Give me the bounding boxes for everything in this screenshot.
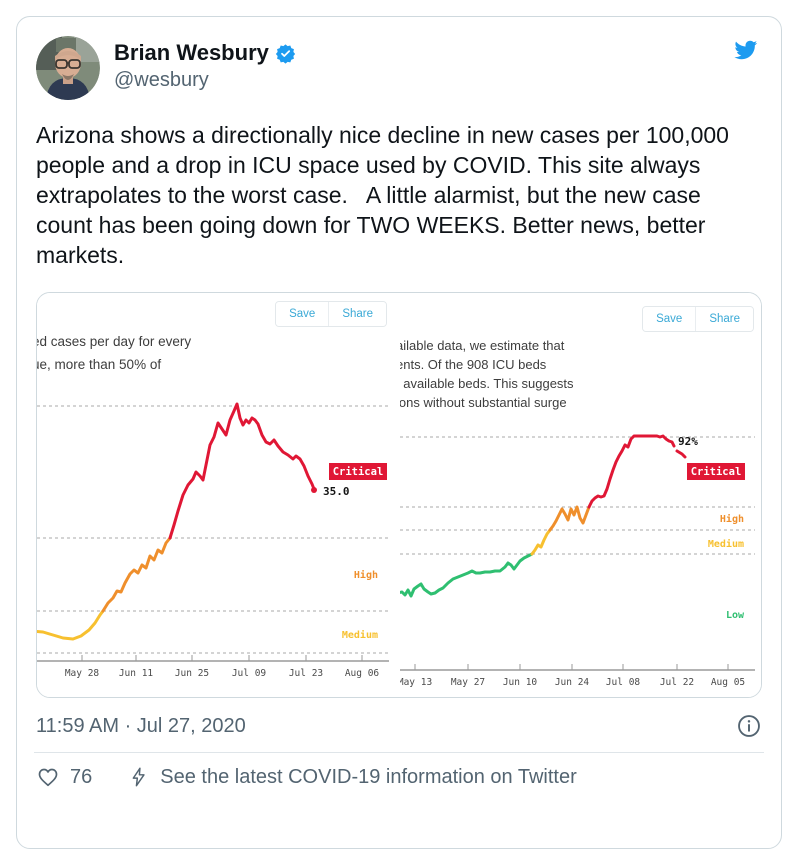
x-tick: Aug 05 xyxy=(711,677,745,688)
cases-line-medium-segment xyxy=(37,609,105,641)
x-tick: May 27 xyxy=(451,677,485,688)
cases-chart-svg: 35.0 Critical High Medium May 28 Jun 11 … xyxy=(37,402,389,679)
x-tick: Jul 08 xyxy=(606,677,641,688)
chart-right-panel: Save Share ailable data, we estimate tha… xyxy=(400,293,761,697)
verified-badge-icon xyxy=(275,43,295,64)
x-tick: Jun 11 xyxy=(119,668,154,679)
icu-line-low-segment xyxy=(400,552,534,598)
chart-left-panel: Save Share ed cases per day for every ue… xyxy=(37,293,394,697)
icu-line-medium-segment xyxy=(530,528,552,556)
x-tick: Jun 10 xyxy=(503,677,538,688)
x-tick: May 13 xyxy=(400,677,432,688)
save-button[interactable]: Save xyxy=(643,307,696,331)
medium-label: Medium xyxy=(708,538,744,550)
tweet-card: Brian Wesbury @wesbury Arizona shows a d… xyxy=(16,16,782,849)
cases-line-critical-segment xyxy=(168,402,316,540)
icu-line-critical-segment xyxy=(587,434,676,509)
timestamp[interactable]: 11:59 AM · Jul 27, 2020 xyxy=(36,714,246,737)
cases-line-high-segment xyxy=(101,536,172,613)
x-tick: Jun 25 xyxy=(175,668,209,679)
low-label: Low xyxy=(726,610,745,621)
meta-row: 11:59 AM · Jul 27, 2020 xyxy=(36,713,762,739)
covid-info-link[interactable]: See the latest COVID-19 information on T… xyxy=(128,765,577,789)
high-label: High xyxy=(720,513,744,525)
chart-left-toolbar: Save Share xyxy=(275,301,387,327)
author-block: Brian Wesbury @wesbury xyxy=(114,36,296,92)
lightning-icon xyxy=(132,767,145,787)
divider xyxy=(34,752,764,753)
x-tick: Jul 22 xyxy=(660,677,694,688)
high-label: High xyxy=(354,569,378,581)
x-tick: Jun 24 xyxy=(555,677,590,688)
tweet-media[interactable]: Save Share ed cases per day for every ue… xyxy=(36,292,762,698)
author-name[interactable]: Brian Wesbury xyxy=(114,40,269,65)
share-button[interactable]: Share xyxy=(328,302,386,326)
avatar[interactable] xyxy=(36,36,100,100)
medium-label: Medium xyxy=(342,629,378,641)
chart-left-description: ed cases per day for every ue, more than… xyxy=(37,334,192,372)
icu-chart-svg: 92% Critical High Medium Low May 13 May … xyxy=(400,434,755,688)
x-tick: Aug 06 xyxy=(345,668,380,679)
info-icon[interactable] xyxy=(736,713,762,739)
tweet-text: Arizona shows a directionally nice decli… xyxy=(36,122,736,268)
share-button[interactable]: Share xyxy=(695,307,753,331)
icu-line-tail-segment xyxy=(675,449,687,459)
cases-current-value: 35.0 xyxy=(323,485,350,498)
tweet-footer: 76 See the latest COVID-19 information o… xyxy=(36,765,762,789)
x-tick: May 28 xyxy=(65,668,100,679)
tweet-header: Brian Wesbury @wesbury xyxy=(36,36,762,100)
critical-badge-label: Critical xyxy=(333,466,384,478)
avatar-image xyxy=(36,36,100,100)
heart-icon xyxy=(38,768,58,787)
like-button[interactable]: 76 xyxy=(36,765,92,789)
like-count: 76 xyxy=(70,765,93,788)
icu-line-high-segment xyxy=(548,505,591,532)
critical-badge xyxy=(687,463,745,480)
save-button[interactable]: Save xyxy=(276,302,329,326)
covid-info-link-label: See the latest COVID-19 information on T… xyxy=(160,765,577,788)
x-tick: Jul 23 xyxy=(289,668,323,679)
chart-right-toolbar: Save Share xyxy=(642,306,754,332)
critical-badge-label: Critical xyxy=(691,466,742,478)
critical-badge xyxy=(329,463,387,480)
x-tick: Jul 09 xyxy=(232,668,267,679)
twitter-logo-icon[interactable] xyxy=(731,38,760,67)
icu-current-value: 92% xyxy=(678,435,698,448)
cases-current-point xyxy=(311,487,317,493)
media-gap xyxy=(394,293,400,697)
chart-right-description: ailable data, we estimate that ents. Of … xyxy=(400,338,574,410)
author-handle[interactable]: @wesbury xyxy=(114,69,209,91)
